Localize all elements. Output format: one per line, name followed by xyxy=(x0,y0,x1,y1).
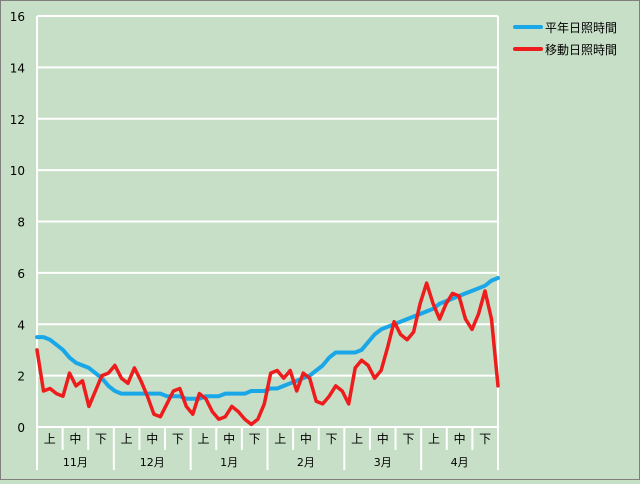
x-period-label: 中 xyxy=(377,431,389,446)
x-period-label: 上 xyxy=(121,432,133,446)
x-period-label: 中 xyxy=(223,431,235,446)
x-period-label: 上 xyxy=(197,432,209,446)
y-tick-label: 4 xyxy=(17,318,25,332)
x-period-label: 中 xyxy=(300,431,312,446)
x-period-label: 下 xyxy=(95,432,107,446)
y-tick-label: 16 xyxy=(10,10,25,24)
x-axis: 上中下11月上中下12月上中下1月上中下2月上中下3月上中下4月 xyxy=(36,426,499,470)
y-tick-label: 6 xyxy=(17,267,25,281)
x-period-label: 上 xyxy=(351,432,363,446)
x-month-label: 2月 xyxy=(297,456,315,469)
y-tick-label: 14 xyxy=(10,61,25,75)
x-period-label: 上 xyxy=(44,432,56,446)
series-group xyxy=(35,276,500,427)
x-period-label: 中 xyxy=(69,431,81,446)
y-tick-label: 2 xyxy=(17,370,25,384)
x-period-label: 上 xyxy=(274,432,286,446)
x-period-label: 下 xyxy=(326,432,338,446)
x-period-label: 上 xyxy=(428,432,440,446)
x-month-label: 3月 xyxy=(374,456,392,469)
legend-label-1: 平年日照時間 xyxy=(545,21,617,35)
y-tick-label: 0 xyxy=(17,421,25,435)
series-line-2 xyxy=(35,281,500,427)
x-month-label: 4月 xyxy=(451,456,469,469)
legend-label-2: 移動日照時間 xyxy=(545,43,617,57)
x-period-label: 下 xyxy=(249,432,261,446)
y-tick-label: 10 xyxy=(10,164,25,178)
y-tick-label: 12 xyxy=(10,113,25,127)
y-tick-label: 8 xyxy=(17,216,25,230)
grid xyxy=(36,15,499,427)
y-axis: 0 2 4 6 8 10 12 14 16 xyxy=(10,10,25,435)
x-period-label: 下 xyxy=(172,432,184,446)
x-month-label: 12月 xyxy=(140,456,165,469)
x-period-label: 中 xyxy=(146,431,158,446)
x-period-label: 中 xyxy=(454,431,466,446)
x-month-label: 11月 xyxy=(63,456,88,469)
x-month-label: 1月 xyxy=(220,456,238,469)
x-period-label: 下 xyxy=(402,432,414,446)
x-period-label: 下 xyxy=(479,432,491,446)
